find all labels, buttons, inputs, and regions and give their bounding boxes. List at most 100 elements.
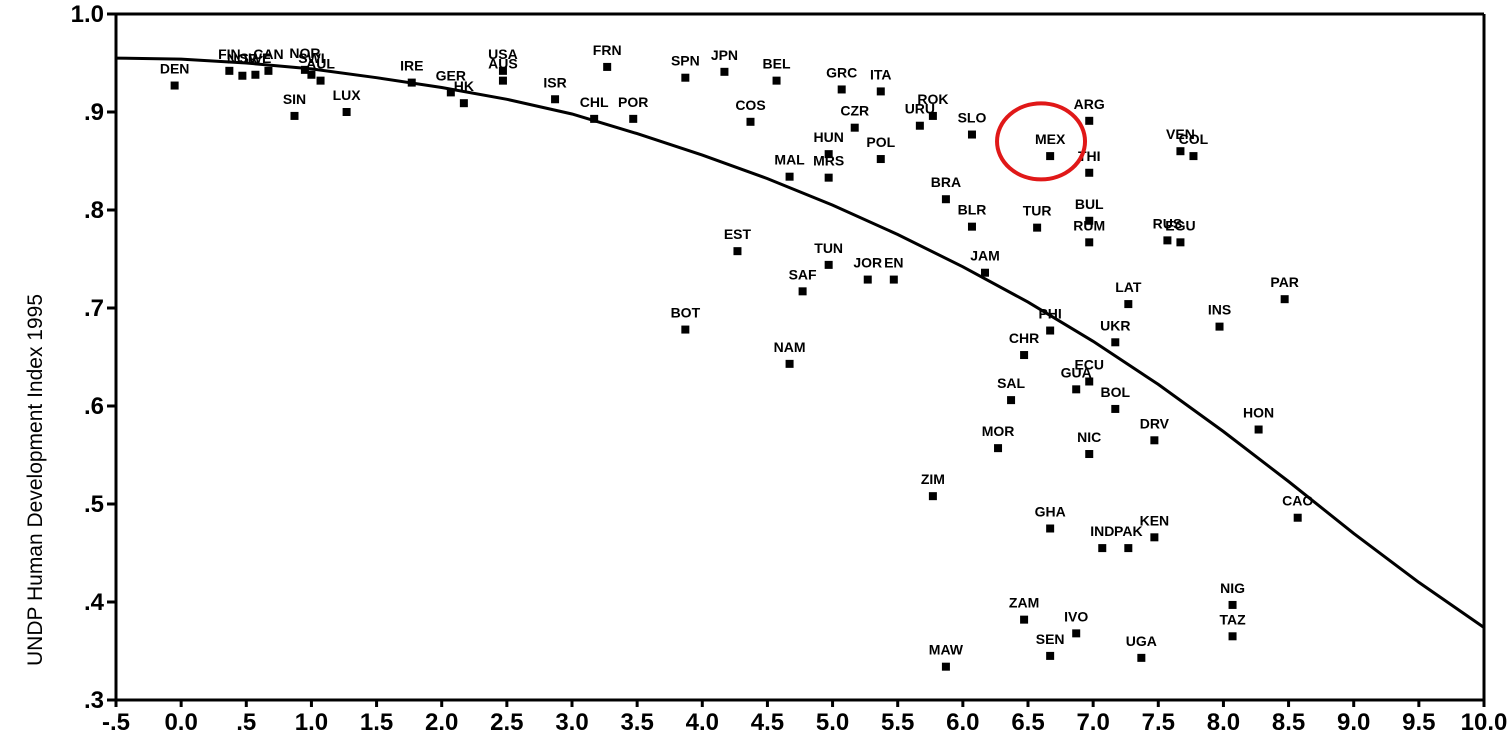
data-point (316, 76, 325, 85)
axis-ticks: -.5 0.0 .5 1.0 1.5 2.0 2.5 3.0 3.5 4.0 4.5 5.0 5.5 6.… (71, 1, 1508, 736)
data-point (238, 71, 247, 80)
data-point-label: GER (436, 67, 466, 83)
data-point-label: BOT (671, 305, 701, 321)
data-point (1072, 385, 1081, 394)
data-point (928, 492, 937, 501)
data-point-label: JPN (711, 47, 738, 63)
chart-axes (114, 12, 1486, 702)
data-point-label: BOL (1101, 384, 1131, 400)
data-point-label: NOR (289, 45, 320, 61)
data-point (1137, 653, 1146, 662)
data-point-label: SAF (789, 266, 817, 282)
data-point (1046, 152, 1055, 161)
data-point (1085, 238, 1094, 247)
data-point (681, 325, 690, 334)
data-point-label: CAO (1282, 493, 1313, 509)
data-point-label: COL (1179, 131, 1209, 147)
data-point-label: AUS (488, 56, 518, 72)
data-point (603, 62, 612, 71)
data-point (720, 67, 729, 76)
y-tick-label: .4 (84, 589, 105, 616)
data-point (967, 130, 976, 139)
x-tick-label: 4.5 (751, 709, 784, 736)
data-point (1085, 168, 1094, 177)
data-point (225, 66, 234, 75)
data-point-label: LAT (1115, 279, 1142, 295)
data-point-label: FIN (218, 46, 241, 62)
y-tick-label: .8 (84, 197, 104, 224)
x-tick-label: 8.0 (1207, 709, 1240, 736)
data-point-label: INS (1208, 302, 1231, 318)
x-tick-label: 2.5 (490, 709, 523, 736)
data-point-label: SAL (997, 375, 1025, 391)
fit-curve (115, 56, 1485, 629)
x-tick-label: 3.0 (555, 709, 588, 736)
data-point-label: TAZ (1219, 611, 1246, 627)
data-point (733, 247, 742, 256)
data-point-label: URU (905, 101, 935, 117)
data-point-label: UKR (1100, 317, 1130, 333)
data-point-label: RUS (1153, 215, 1183, 231)
data-point-label: GRC (826, 64, 857, 80)
x-tick-label: 5.0 (816, 709, 849, 736)
data-point-label: CHL (580, 94, 609, 110)
data-point-label: JOR (853, 255, 882, 271)
data-point-label: VEN (1166, 126, 1195, 142)
data-point-label: ISR (543, 74, 566, 90)
data-point (1072, 629, 1081, 638)
data-point (590, 114, 599, 123)
data-point (300, 65, 309, 74)
data-point (681, 73, 690, 82)
data-point-label: IND (1090, 523, 1114, 539)
data-point (1085, 377, 1094, 386)
data-point (407, 78, 416, 87)
data-point-label: EST (724, 226, 752, 242)
data-point-label: COS (735, 97, 765, 113)
data-point-label: NIG (1220, 580, 1245, 596)
data-point-label: DEN (160, 61, 190, 77)
data-point-label: SWE (239, 50, 271, 66)
data-point-label: TUR (1023, 203, 1052, 219)
data-point (941, 195, 950, 204)
data-point (1085, 450, 1094, 459)
data-point (1215, 322, 1224, 331)
data-point-label: PAK (1114, 523, 1143, 539)
data-point-label: USA (488, 46, 518, 62)
data-point (498, 66, 507, 75)
data-point-label: HK (454, 78, 474, 94)
x-tick-label: 9.0 (1337, 709, 1370, 736)
data-point (941, 662, 950, 671)
y-tick-label: .5 (84, 491, 104, 518)
data-point (746, 117, 755, 126)
data-point (498, 76, 507, 85)
data-point (1176, 147, 1185, 156)
data-point-label: JAM (970, 248, 1000, 264)
y-tick-label: .9 (84, 99, 104, 126)
data-point-label: MEX (1035, 131, 1066, 147)
data-point-label: KEN (1140, 512, 1170, 528)
x-tick-label: 1.0 (295, 709, 328, 736)
data-point (837, 85, 846, 94)
data-point (1124, 544, 1133, 553)
data-point (1020, 351, 1029, 360)
data-point-label: ZIM (921, 471, 945, 487)
x-tick-label: 1.5 (360, 709, 393, 736)
data-point (1293, 513, 1302, 522)
data-point-label: CAN (253, 46, 283, 62)
data-point-label: POR (618, 94, 648, 110)
x-tick-label: 5.5 (881, 709, 914, 736)
data-point-label: PAR (1270, 274, 1299, 290)
data-point (170, 81, 179, 90)
data-point-label: MAW (929, 642, 964, 658)
data-point (1085, 116, 1094, 125)
data-point (1007, 396, 1016, 405)
data-point-label: GHA (1035, 504, 1066, 520)
data-point (915, 121, 924, 130)
data-point-label: AUL (306, 56, 335, 72)
data-point (1033, 223, 1042, 232)
data-point-label: MOR (982, 423, 1015, 439)
x-tick-label: 6.5 (1011, 709, 1044, 736)
data-point-label: SWI (298, 50, 324, 66)
data-point-label: PHI (1038, 306, 1061, 322)
data-point (785, 359, 794, 368)
